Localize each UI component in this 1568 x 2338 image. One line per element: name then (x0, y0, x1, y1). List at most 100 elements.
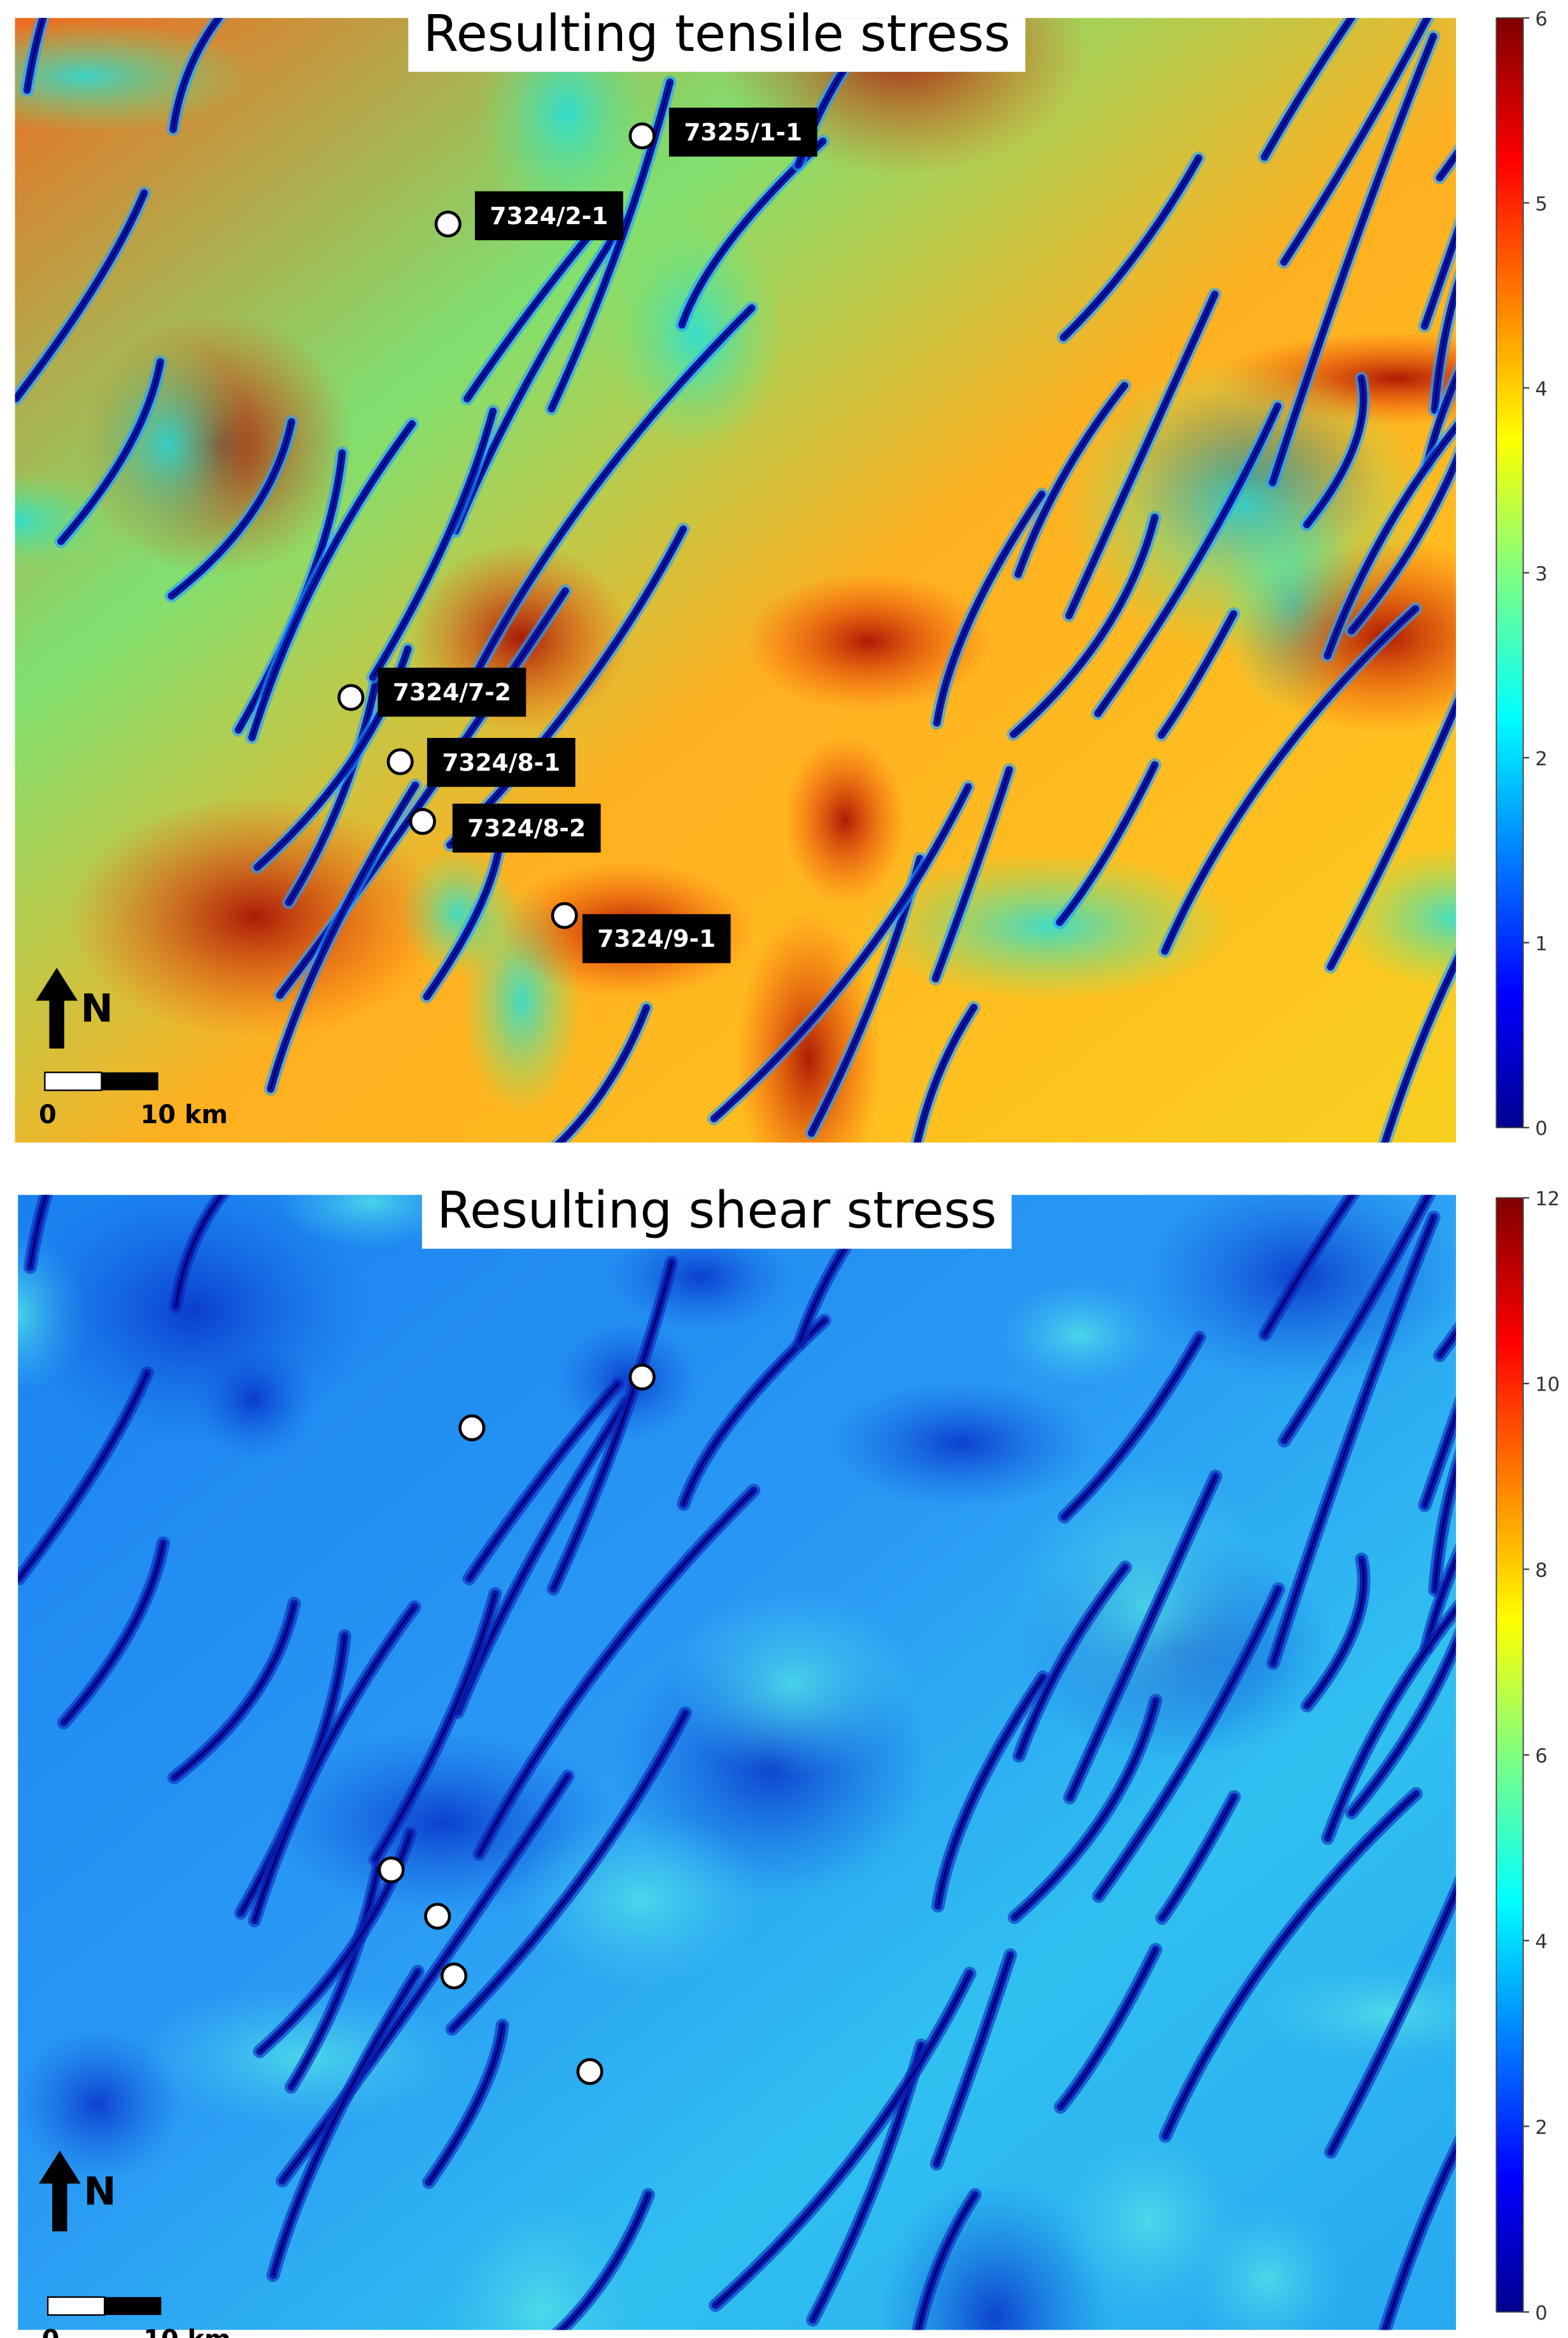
fault-core (1423, 234, 1457, 327)
fault-core (171, 422, 293, 597)
stress-blob (1252, 1962, 1457, 2064)
fault-core (935, 769, 1010, 979)
colorbar-tick-label: 3 (1535, 563, 1547, 585)
stress-blob (477, 18, 656, 235)
well-label-box (582, 914, 731, 963)
stress-map (15, 18, 1457, 1143)
stress-blob (1001, 1282, 1158, 1387)
colorbar (1495, 1197, 1524, 2313)
colorbar-tick-label: 2 (1535, 2116, 1547, 2139)
north-arrow (38, 2150, 81, 2232)
fault-core (1306, 378, 1365, 525)
fault-core (253, 1606, 416, 1921)
well-marker (551, 902, 578, 930)
stress-blob (192, 1339, 316, 1459)
colorbar-tick-label: 4 (1535, 1931, 1547, 1953)
fault-core (1063, 1336, 1201, 1518)
well-marker (628, 1363, 656, 1391)
well-marker (378, 1856, 405, 1883)
colorbar-tick-label: 4 (1535, 378, 1547, 400)
fault-core (1161, 1796, 1235, 1919)
fault-core (374, 1593, 497, 1860)
stress-blob (605, 1221, 795, 1333)
well-marker (458, 1414, 486, 1442)
fault-core (917, 2194, 976, 2330)
north-arrow (36, 968, 78, 1049)
colorbar-tick-label: 0 (1535, 1118, 1547, 1140)
fault-core (288, 681, 377, 903)
fault-core (714, 1973, 971, 2306)
fault-core (426, 840, 502, 998)
fault-core (63, 1543, 164, 1724)
fault-core (1423, 1413, 1457, 1506)
well-marker (337, 684, 365, 711)
colorbar (1495, 17, 1524, 1128)
well-label: 7324/9-1 (597, 925, 716, 953)
fault-core (1434, 287, 1457, 411)
fault-core (1326, 425, 1457, 656)
stress-blob (1054, 2128, 1243, 2313)
scale-bar-black (101, 1072, 159, 1091)
fault-core (935, 1955, 1012, 2165)
fault-core (279, 590, 567, 996)
fault-core (936, 493, 1043, 723)
fault-core (1097, 406, 1279, 714)
fault-core (1384, 2148, 1457, 2330)
stress-blob (84, 339, 251, 549)
fault-core (1425, 1557, 1457, 1648)
well-marker (386, 748, 414, 776)
well-label-box (427, 737, 576, 787)
north-label: N (81, 986, 113, 1031)
fault-core (1434, 1468, 1457, 1591)
fault-core (174, 1194, 223, 1307)
fault-core (26, 18, 44, 90)
colorbar-tick-label: 6 (1535, 8, 1547, 31)
fault-core (15, 192, 145, 399)
fault-core (251, 423, 413, 738)
well-label: 7325/1-1 (684, 118, 802, 146)
fault-core (1264, 1194, 1353, 1335)
fault-core (1329, 704, 1457, 968)
title-box (421, 1194, 1012, 1249)
fault-core (372, 411, 494, 678)
scale-start: 0 (39, 1100, 57, 1130)
fault-core (478, 1489, 754, 1855)
stress-blob (744, 572, 993, 711)
fault-core (1327, 1608, 1457, 1839)
fault-core (1014, 1700, 1157, 1918)
colorbar-tick-label: 5 (1535, 193, 1547, 215)
well-label: 7324/7-2 (393, 678, 511, 706)
stress-blob (861, 851, 1236, 1002)
stress-blob (67, 795, 442, 1038)
fault-core (553, 1261, 673, 1589)
fault-core (1018, 1566, 1126, 1757)
well-marker (576, 2058, 604, 2085)
scale-start: 0 (42, 2325, 60, 2338)
stress-blob (825, 1378, 1098, 1509)
stress-blob (18, 2025, 183, 2183)
colorbar-tick-label: 8 (1535, 1559, 1547, 1582)
fault-core (1263, 18, 1353, 158)
stress-blob (879, 2179, 1112, 2330)
stress-blob (669, 1591, 916, 1778)
well-marker (424, 1902, 451, 1930)
fault-core (1330, 1889, 1457, 2153)
fault-core (558, 1007, 647, 1143)
fault-core (451, 1713, 686, 2030)
scale-bar-white (46, 2296, 106, 2316)
well-marker (628, 122, 656, 150)
fault-core (1351, 1641, 1457, 1814)
fault-core (560, 2194, 649, 2330)
scale-bar-white (44, 1072, 102, 1091)
fault-core (1306, 1559, 1365, 1706)
fault-core (290, 1866, 379, 2088)
fault-core (468, 1383, 619, 1580)
colorbar-tick-label: 0 (1535, 2302, 1547, 2325)
well-label-box (378, 667, 526, 717)
colorbar-tick-label: 12 (1535, 1188, 1560, 1210)
fault-core (428, 2025, 504, 2183)
fault-core (1017, 385, 1126, 575)
stress-blob (1012, 1460, 1280, 1753)
fault-core (1283, 1194, 1430, 1442)
colorbar-tick-label: 2 (1535, 748, 1547, 770)
